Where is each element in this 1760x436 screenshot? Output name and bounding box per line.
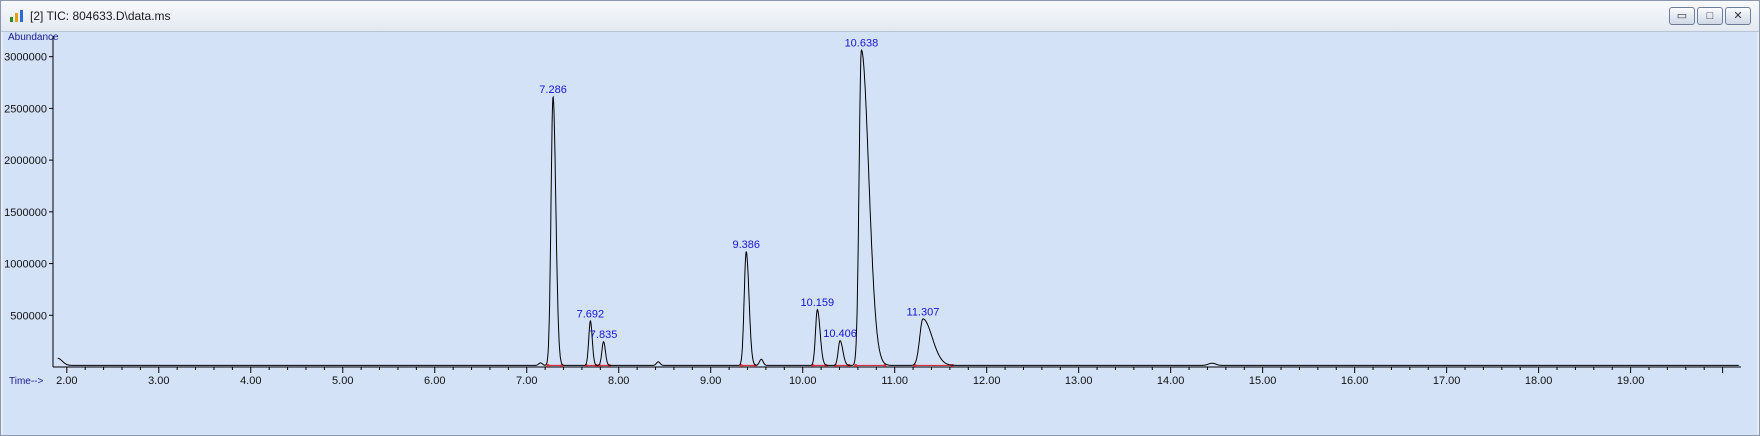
peak-label: 10.638 <box>845 38 879 50</box>
peak-labels: 7.286 7.692 7.835 9.386 10.159 10.406 10.638 11… <box>539 38 939 342</box>
x-tick-label: 18.00 <box>1525 375 1553 387</box>
window-controls: ▭ □ ✕ <box>1669 7 1751 25</box>
y-tick-label: 3000000 <box>4 52 47 64</box>
x-tick-label: 14.00 <box>1157 375 1185 387</box>
peak-label: 7.286 <box>539 84 567 96</box>
plot-area[interactable]: 500000 1000000 1500000 2000000 2500000 300000… <box>3 32 1757 435</box>
restore-button[interactable]: □ <box>1697 7 1723 25</box>
peak-label: 9.386 <box>732 239 760 251</box>
peak-label: 11.307 <box>907 306 940 318</box>
x-tick-label: 13.00 <box>1065 375 1093 387</box>
x-tick-label: 19.00 <box>1617 375 1645 387</box>
x-tick-label: 8.00 <box>608 375 629 387</box>
peak-label: 10.406 <box>823 328 857 340</box>
y-tick-label: 2500000 <box>4 103 47 115</box>
x-tick-label: 6.00 <box>424 375 445 387</box>
x-tick-label: 15.00 <box>1249 375 1277 387</box>
minimize-button[interactable]: ▭ <box>1669 7 1695 25</box>
x-tick-label: 11.00 <box>881 375 908 387</box>
tic-chromatogram-chart: 500000 1000000 1500000 2000000 2500000 300000… <box>4 32 1741 387</box>
x-tick-label: 10.00 <box>789 375 817 387</box>
x-tick-label: 7.00 <box>516 375 537 387</box>
title-bar[interactable]: [2] TIC: 804633.D\data.ms ▭ □ ✕ <box>1 1 1759 32</box>
x-tick-label: 17.00 <box>1433 375 1461 387</box>
x-tick-label: 2.00 <box>56 375 77 387</box>
integration-start-marker <box>854 363 858 367</box>
chemstation-app-icon <box>10 10 23 22</box>
tic-trace <box>57 48 1739 366</box>
y-tick-label: 500000 <box>10 310 47 322</box>
x-axis-label: Time--> <box>9 376 44 387</box>
y-tick-label: 1500000 <box>4 207 47 219</box>
integration-start-marker <box>546 363 550 367</box>
axes: 500000 1000000 1500000 2000000 2500000 300000… <box>4 36 1741 387</box>
x-tick-label: 4.00 <box>240 375 261 387</box>
x-tick-label: 12.00 <box>973 375 1001 387</box>
x-tick-label: 16.00 <box>1341 375 1369 387</box>
peak-label: 7.835 <box>590 329 618 341</box>
peak-label: 7.692 <box>577 309 605 321</box>
y-tick-label: 2000000 <box>4 155 47 167</box>
peak-label: 10.159 <box>801 297 835 309</box>
x-tick-label: 5.00 <box>332 375 353 387</box>
x-tick-label: 9.00 <box>700 375 721 387</box>
x-tick-label: 3.00 <box>148 375 169 387</box>
close-button[interactable]: ✕ <box>1725 7 1751 25</box>
y-tick-label: 1000000 <box>4 259 47 271</box>
integration-end-marker <box>883 363 887 367</box>
y-axis-label: Abundance <box>8 32 59 43</box>
window-title: [2] TIC: 804633.D\data.ms <box>30 9 171 23</box>
